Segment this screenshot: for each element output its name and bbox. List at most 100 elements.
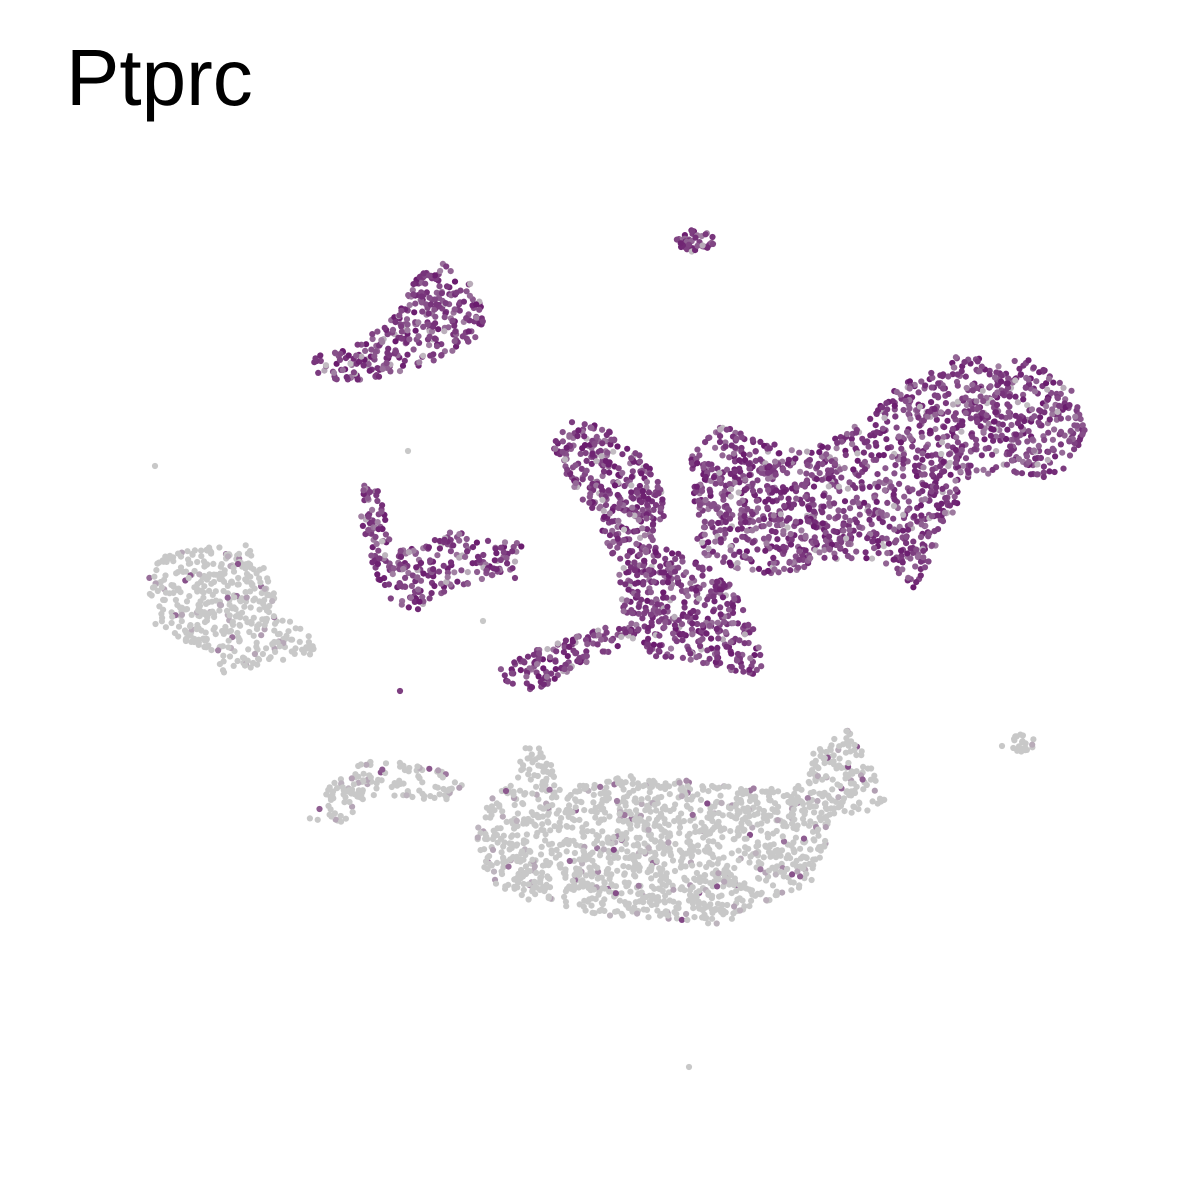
cell-point xyxy=(1051,426,1058,433)
cell-point xyxy=(730,836,737,843)
cell-point xyxy=(796,882,803,889)
cell-point xyxy=(905,574,912,581)
cell-point xyxy=(757,866,764,873)
cell-point xyxy=(203,644,210,651)
cell-point xyxy=(730,450,738,457)
cell-point xyxy=(919,433,926,440)
cell-point xyxy=(788,887,795,894)
cell-point xyxy=(754,821,761,828)
cell-point xyxy=(696,828,703,835)
cell-point xyxy=(561,666,568,673)
cell-point xyxy=(716,906,723,913)
cell-point xyxy=(801,820,808,827)
cell-point xyxy=(763,540,770,547)
cell-point xyxy=(813,476,820,483)
cell-point xyxy=(721,878,728,885)
cell-point xyxy=(679,637,686,644)
cell-point xyxy=(397,553,405,561)
cell-point xyxy=(1049,445,1056,452)
cell-point xyxy=(1066,438,1073,445)
cell-point xyxy=(542,885,549,892)
cell-point xyxy=(562,809,569,816)
cell-point xyxy=(753,497,761,504)
cell-point xyxy=(699,914,706,921)
cell-point xyxy=(235,550,243,558)
cell-point xyxy=(464,548,471,555)
cell-point xyxy=(1033,471,1041,478)
cell-point xyxy=(714,883,721,890)
cell-point xyxy=(750,804,757,811)
cell-point xyxy=(651,801,658,809)
cell-point xyxy=(676,847,684,854)
cell-point xyxy=(701,904,709,911)
cell-point xyxy=(184,548,191,555)
cell-point xyxy=(986,371,993,378)
cell-point xyxy=(545,895,552,902)
cell-point xyxy=(600,468,608,475)
cell-point xyxy=(922,496,929,503)
cell-point xyxy=(1052,453,1059,460)
cell-point xyxy=(787,567,794,574)
cell-point xyxy=(711,824,718,831)
cell-point xyxy=(178,618,185,625)
cell-point xyxy=(676,830,683,837)
cell-point xyxy=(684,782,691,790)
cell-point xyxy=(826,533,833,540)
cell-point xyxy=(688,460,696,467)
cell-point xyxy=(1068,387,1075,394)
cell-point xyxy=(693,654,700,661)
cell-point xyxy=(650,506,657,513)
cell-point xyxy=(511,659,518,666)
cell-point xyxy=(235,581,242,588)
cell-point xyxy=(967,415,974,422)
cell-point xyxy=(220,658,227,665)
cell-point xyxy=(600,507,607,515)
cell-point xyxy=(842,451,849,459)
cell-point xyxy=(606,429,613,436)
cell-point xyxy=(242,589,249,596)
cell-point xyxy=(660,608,667,616)
cell-point xyxy=(661,828,668,835)
cell-point xyxy=(527,776,534,783)
cell-point xyxy=(531,863,538,870)
cell-point xyxy=(874,538,882,545)
cell-point xyxy=(863,555,870,562)
cell-point xyxy=(215,647,222,654)
cell-point xyxy=(743,790,750,797)
cell-point xyxy=(967,462,974,469)
cell-point xyxy=(1060,384,1067,391)
cell-point xyxy=(665,831,672,838)
cell-point xyxy=(880,452,887,459)
cell-point xyxy=(757,827,765,834)
cell-point xyxy=(544,803,552,810)
cell-point xyxy=(792,455,799,462)
cell-point xyxy=(706,655,713,662)
cell-point xyxy=(514,823,521,830)
cell-point xyxy=(664,579,672,586)
cell-point xyxy=(796,548,803,555)
cell-point xyxy=(315,369,322,376)
cell-point xyxy=(415,586,422,593)
cell-point xyxy=(731,864,738,872)
cell-point xyxy=(547,770,554,778)
cell-point xyxy=(451,322,458,329)
cell-point xyxy=(514,832,521,839)
cell-point xyxy=(694,446,701,453)
cell-point xyxy=(552,658,559,665)
cell-point xyxy=(517,667,524,674)
cell-point xyxy=(902,533,910,541)
cell-point xyxy=(784,524,791,531)
cell-point xyxy=(568,419,576,426)
cell-point xyxy=(662,555,669,562)
cell-point xyxy=(398,601,405,608)
cluster-myeloid-upper-arm xyxy=(551,419,667,576)
cell-point xyxy=(763,788,770,795)
cell-point xyxy=(1074,404,1081,411)
cell-point xyxy=(721,554,728,561)
cell-point xyxy=(615,780,622,787)
cell-point xyxy=(430,566,437,573)
cell-point xyxy=(810,483,818,490)
cell-point xyxy=(995,363,1002,370)
cell-point xyxy=(605,461,612,468)
cell-point xyxy=(1028,406,1036,413)
